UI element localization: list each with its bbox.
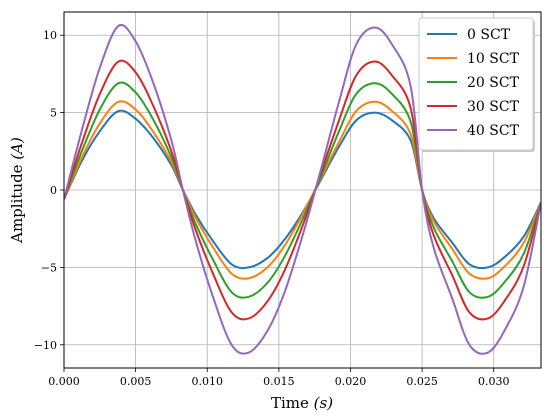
y-axis-unit: (A)	[8, 137, 26, 160]
y-tick-label: 0	[50, 184, 57, 197]
y-tick-label: 5	[50, 107, 57, 120]
x-axis-unit: (s)	[314, 394, 334, 412]
series-line-30-sct	[64, 59, 541, 321]
legend: 0 SCT 10 SCT 20 SCT 30 SCT 40 SCT	[418, 17, 535, 152]
y-tick-label: −10	[34, 339, 57, 352]
x-tick-label: 0.015	[263, 375, 295, 388]
x-axis-label: Time (s)	[271, 394, 333, 412]
x-tick-label: 0.020	[335, 375, 367, 388]
series-line-40-sct	[64, 23, 541, 355]
x-tick-label: 0.010	[191, 375, 223, 388]
legend-label-30-sct: 30 SCT	[467, 99, 520, 115]
x-tick-label: 0.025	[406, 375, 438, 388]
y-tick-label: 10	[43, 29, 57, 42]
plot-lines	[64, 23, 541, 355]
x-axis-ticks: 0.000 0.005 0.010 0.015 0.020 0.025 0.030	[48, 368, 509, 388]
legend-label-10-sct: 10 SCT	[467, 51, 520, 67]
x-tick-label: 0.000	[48, 375, 80, 388]
series-line-10-sct	[64, 100, 541, 280]
y-axis-ticks: −10 −5 0 5 10	[34, 29, 64, 352]
legend-box	[418, 17, 534, 151]
legend-label-40-sct: 40 SCT	[467, 123, 520, 139]
y-tick-label: −5	[41, 261, 57, 274]
legend-label-20-sct: 20 SCT	[467, 75, 520, 91]
legend-label-0-sct: 0 SCT	[467, 27, 511, 43]
y-axis-label: Amplitude (A)	[8, 137, 26, 244]
x-tick-label: 0.005	[120, 375, 152, 388]
x-tick-label: 0.030	[478, 375, 510, 388]
series-line-20-sct	[64, 81, 541, 299]
